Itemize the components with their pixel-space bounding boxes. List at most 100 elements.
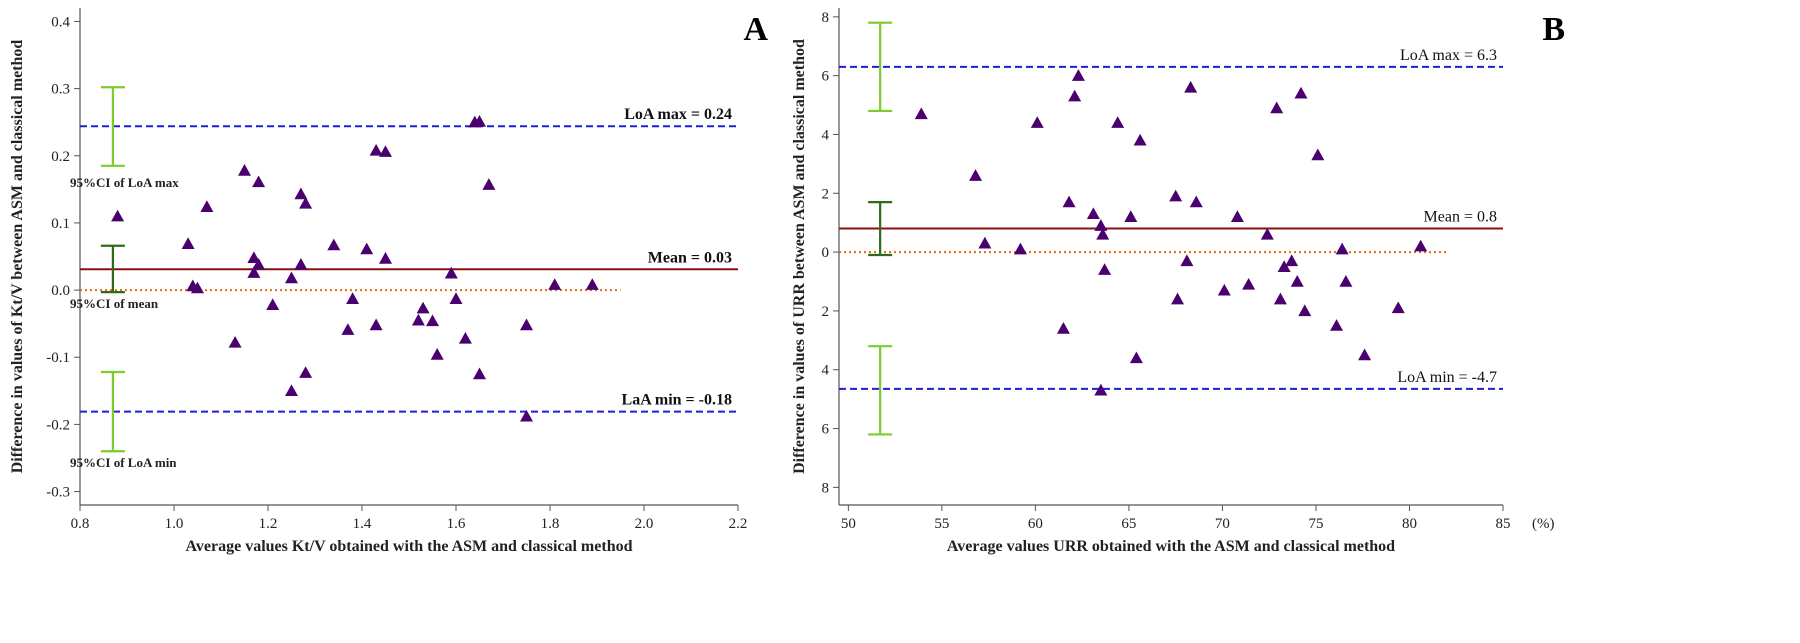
data-point-triangle — [1217, 283, 1231, 296]
data-point-triangle — [473, 367, 486, 380]
y-tick-label: 8 — [822, 480, 830, 496]
data-point-triangle — [473, 115, 486, 127]
data-point-triangle — [252, 175, 266, 188]
x-tick-label: 1.2 — [259, 516, 278, 532]
y-tick-label: 0.2 — [51, 149, 70, 165]
reference-line-label: LoA min = -4.7 — [1397, 369, 1497, 386]
y-tick-label: 6 — [822, 69, 830, 85]
data-point-triangle — [299, 196, 313, 209]
data-point-triangle — [228, 335, 242, 348]
x-tick-label: 0.8 — [71, 516, 90, 532]
x-tick-label: 70 — [1215, 516, 1230, 532]
data-point-triangle — [379, 145, 392, 157]
data-point-triangle — [1171, 292, 1185, 305]
data-point-triangle — [1068, 89, 1082, 102]
reference-line-label: LaA min = -0.18 — [622, 392, 732, 409]
data-point-triangle — [1094, 219, 1108, 231]
y-axis-title: Difference in values of URR between ASM … — [791, 39, 808, 474]
data-point-triangle — [1129, 351, 1143, 364]
x-tick-label: 55 — [934, 516, 949, 532]
data-point-triangle — [458, 331, 472, 344]
data-point-triangle — [914, 107, 928, 120]
data-point-triangle — [1098, 263, 1112, 275]
data-point-triangle — [1013, 242, 1027, 255]
data-point-triangle — [1311, 148, 1325, 161]
data-point-triangle — [1358, 348, 1372, 361]
data-point-triangle — [200, 200, 214, 212]
x-tick-label: 60 — [1028, 516, 1043, 532]
y-tick-label: 4 — [822, 127, 830, 143]
data-point-triangle — [416, 301, 430, 314]
data-point-triangle — [1273, 292, 1287, 305]
data-point-triangle — [1133, 133, 1147, 146]
data-point-triangle — [1242, 277, 1256, 290]
data-point-triangle — [1335, 242, 1349, 255]
ci-label: 95%CI of LoA max — [70, 175, 179, 190]
y-tick-label: 2 — [822, 304, 830, 320]
data-point-triangle — [1111, 116, 1125, 128]
data-point-triangle — [1184, 80, 1198, 93]
data-point-triangle — [238, 164, 251, 176]
panel-b-urr-chart: 50 55 60 65 70 75 80 85 8 6 4 2 0 2 4 6 8 LoA max = 6.3 Me… — [791, 8, 1565, 555]
data-point-triangle — [1086, 207, 1100, 220]
data-point-triangle — [1414, 239, 1428, 252]
ci-label: 95%CI of mean — [70, 296, 159, 311]
y-tick-label: -0.2 — [46, 417, 70, 433]
data-point-triangle — [1260, 227, 1274, 240]
data-point-triangle — [369, 143, 383, 156]
y-tick-label: 0.4 — [51, 14, 70, 30]
data-point-triangle — [1277, 260, 1291, 272]
data-point-triangle — [482, 178, 496, 190]
reference-line-label: Mean = 0.8 — [1424, 209, 1497, 226]
y-tick-label: 0.3 — [51, 82, 70, 98]
data-point-triangle — [294, 187, 308, 200]
x-axis-title: Average values Kt/V obtained with the AS… — [186, 538, 633, 555]
data-point-triangle — [1094, 383, 1108, 396]
data-point-triangle — [285, 271, 298, 284]
data-point-triangle — [1298, 304, 1312, 317]
y-tick-label: 0.1 — [51, 216, 70, 232]
data-point-triangle — [181, 237, 195, 249]
x-tick-label: 65 — [1121, 516, 1136, 532]
x-tick-label: 1.4 — [353, 516, 372, 532]
data-point-triangle — [341, 323, 355, 335]
x-tick-label: 50 — [841, 516, 856, 532]
x-tick-label: 1.8 — [541, 516, 560, 532]
reference-line-label: LoA max = 0.24 — [624, 106, 732, 123]
data-point-triangle — [252, 258, 266, 270]
data-point-triangle — [1189, 195, 1203, 208]
data-point-triangle — [379, 252, 392, 264]
data-point-triangle — [369, 318, 383, 331]
panel-a-kt-v-chart: 0.8 1.0 1.2 1.4 1.6 1.8 2.0 2.2 0.4 0.3 0.2 0.1 0.0 -… — [9, 8, 768, 555]
data-point-triangle — [111, 209, 125, 222]
y-tick-label: -0.1 — [46, 350, 70, 366]
data-point-triangle — [548, 278, 562, 290]
data-point-triangle — [1056, 322, 1070, 334]
y-tick-label: 8 — [822, 10, 830, 26]
data-point-triangle — [1270, 101, 1284, 114]
data-point-triangle — [294, 258, 308, 270]
data-point-triangle — [1096, 227, 1110, 240]
data-point-triangle — [978, 236, 992, 249]
data-point-triangle — [444, 266, 458, 279]
data-point-triangle — [430, 348, 444, 360]
data-point-triangle — [585, 278, 599, 290]
data-point-triangle — [1169, 189, 1183, 202]
x-tick-label: 2.2 — [729, 516, 748, 532]
y-tick-label: 0 — [822, 245, 830, 261]
y-tick-label: 6 — [822, 422, 830, 438]
y-tick-label: 0.0 — [51, 283, 70, 299]
panel-letter: A — [743, 11, 768, 48]
data-point-triangle — [360, 242, 374, 255]
data-point-triangle — [1180, 254, 1194, 267]
ci-label: 95%CI of LoA min — [70, 455, 177, 470]
panel-letter: B — [1542, 11, 1565, 48]
data-point-triangle — [1339, 274, 1353, 287]
x-axis-title: Average values URR obtained with the ASM… — [947, 538, 1395, 555]
x-tick-label: 1.0 — [165, 516, 184, 532]
reference-line-label: Mean = 0.03 — [648, 249, 732, 266]
data-point-triangle — [299, 366, 313, 378]
data-point-triangle — [1124, 210, 1138, 222]
data-point-triangle — [247, 266, 261, 278]
data-point-triangle — [327, 238, 341, 251]
